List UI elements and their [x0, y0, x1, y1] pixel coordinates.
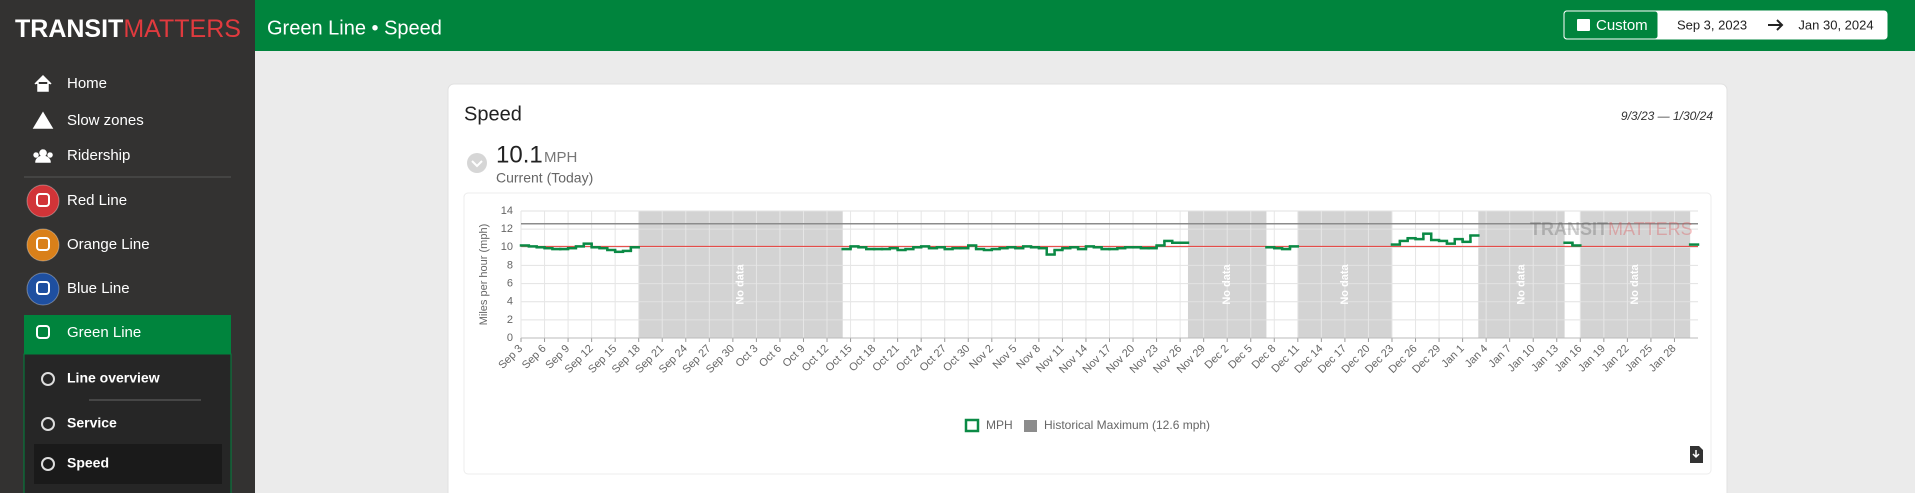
- train-icon: [36, 281, 50, 295]
- logo: TRANSITMATTERS: [15, 15, 241, 43]
- no-data-label: No data: [1515, 263, 1527, 304]
- nav-icon: [32, 111, 54, 129]
- line-badge: [26, 272, 60, 306]
- watermark-transit: TRANSIT: [1530, 219, 1608, 239]
- line-badge: [26, 228, 60, 262]
- line-item[interactable]: Green Line: [67, 324, 141, 341]
- line-badge: [26, 184, 60, 218]
- no-data-label: No data: [1221, 263, 1233, 304]
- train-icon: [36, 325, 50, 339]
- card-title: Speed: [464, 103, 522, 125]
- no-data-label: No data: [1339, 263, 1351, 304]
- subnav-icon: [41, 457, 55, 471]
- subnav-item[interactable]: Service: [67, 415, 117, 431]
- current-unit: MPH: [544, 149, 577, 166]
- current-value: 10.1: [496, 141, 543, 168]
- nav-item[interactable]: Home: [67, 75, 107, 92]
- nav-item[interactable]: Ridership: [67, 147, 130, 164]
- active-line: [24, 315, 231, 354]
- subnav-item[interactable]: Line overview: [67, 370, 160, 386]
- subnav-item[interactable]: Speed: [67, 455, 109, 471]
- train-icon: [36, 193, 50, 207]
- custom-button[interactable]: [1563, 10, 1659, 40]
- end-date[interactable]: Jan 30, 2024: [1798, 17, 1873, 32]
- watermark-matters: MATTERS: [1608, 219, 1693, 239]
- legend-swatch: [1024, 420, 1037, 432]
- nav-icon: [33, 149, 53, 163]
- no-data-label: No data: [735, 263, 747, 304]
- collapse-button[interactable]: [467, 153, 487, 173]
- watermark: TRANSITMATTERS: [1530, 219, 1693, 239]
- subnav-icon: [41, 372, 55, 386]
- page-title: Green Line • Speed: [267, 17, 442, 39]
- legend-swatch: [964, 418, 980, 433]
- subnav-icon: [41, 417, 55, 431]
- no-data-band: [638, 211, 843, 338]
- no-data-band: [1478, 211, 1565, 338]
- y-tick-label: 8: [507, 259, 513, 271]
- download-arrow: [1692, 450, 1700, 459]
- nav-icon: [34, 74, 52, 92]
- no-data-label: No data: [1629, 263, 1641, 304]
- arrow-icon: [1768, 19, 1784, 31]
- active-item: [34, 444, 222, 484]
- y-tick-label: 6: [507, 277, 513, 289]
- chevron-icon: [471, 160, 483, 168]
- logo-transit: TRANSIT: [15, 15, 123, 43]
- current-caption: Current (Today): [496, 170, 593, 186]
- no-data-band: [1580, 211, 1691, 338]
- legend-label[interactable]: Historical Maximum (12.6 mph): [1044, 418, 1210, 432]
- y-tick-label: 0: [507, 332, 513, 344]
- logo-matters: MATTERS: [123, 15, 241, 43]
- line-item[interactable]: Orange Line: [67, 236, 150, 253]
- y-tick-label: 2: [507, 314, 513, 326]
- start-date[interactable]: Sep 3, 2023: [1677, 17, 1747, 32]
- y-tick-label: 10: [501, 241, 513, 253]
- line-item[interactable]: Red Line: [67, 192, 127, 209]
- y-tick-label: 4: [507, 296, 513, 308]
- y-axis-label: Miles per hour (mph): [478, 224, 490, 325]
- y-tick-label: 14: [501, 205, 513, 217]
- nav-item[interactable]: Slow zones: [67, 112, 144, 129]
- line-item[interactable]: Blue Line: [67, 280, 130, 297]
- y-tick-label: 12: [501, 223, 513, 235]
- range-mode[interactable]: Custom: [1596, 17, 1648, 34]
- calendar-icon: [1577, 19, 1590, 31]
- train-icon: [36, 237, 50, 251]
- date-range: 9/3/23 — 1/30/24: [1621, 109, 1713, 123]
- legend-label[interactable]: MPH: [986, 418, 1013, 432]
